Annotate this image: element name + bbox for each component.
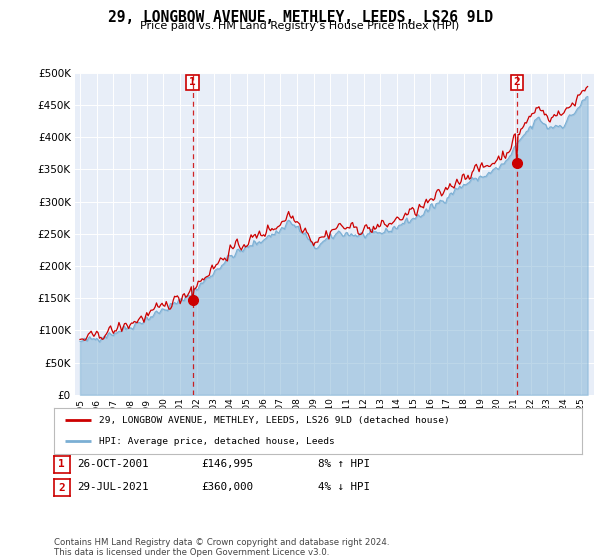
Text: 1: 1 bbox=[189, 77, 196, 87]
Text: Contains HM Land Registry data © Crown copyright and database right 2024.
This d: Contains HM Land Registry data © Crown c… bbox=[54, 538, 389, 557]
Text: HPI: Average price, detached house, Leeds: HPI: Average price, detached house, Leed… bbox=[99, 437, 335, 446]
Text: 29-JUL-2021: 29-JUL-2021 bbox=[77, 482, 148, 492]
Text: 2: 2 bbox=[58, 483, 65, 493]
Text: 29, LONGBOW AVENUE, METHLEY, LEEDS, LS26 9LD: 29, LONGBOW AVENUE, METHLEY, LEEDS, LS26… bbox=[107, 10, 493, 25]
Text: 2: 2 bbox=[514, 77, 520, 87]
Text: £360,000: £360,000 bbox=[201, 482, 253, 492]
Text: £146,995: £146,995 bbox=[201, 459, 253, 469]
Text: Price paid vs. HM Land Registry’s House Price Index (HPI): Price paid vs. HM Land Registry’s House … bbox=[140, 21, 460, 31]
Text: 1: 1 bbox=[58, 459, 65, 469]
Text: 8% ↑ HPI: 8% ↑ HPI bbox=[318, 459, 370, 469]
Text: 26-OCT-2001: 26-OCT-2001 bbox=[77, 459, 148, 469]
Text: 29, LONGBOW AVENUE, METHLEY, LEEDS, LS26 9LD (detached house): 29, LONGBOW AVENUE, METHLEY, LEEDS, LS26… bbox=[99, 416, 449, 424]
Text: 4% ↓ HPI: 4% ↓ HPI bbox=[318, 482, 370, 492]
